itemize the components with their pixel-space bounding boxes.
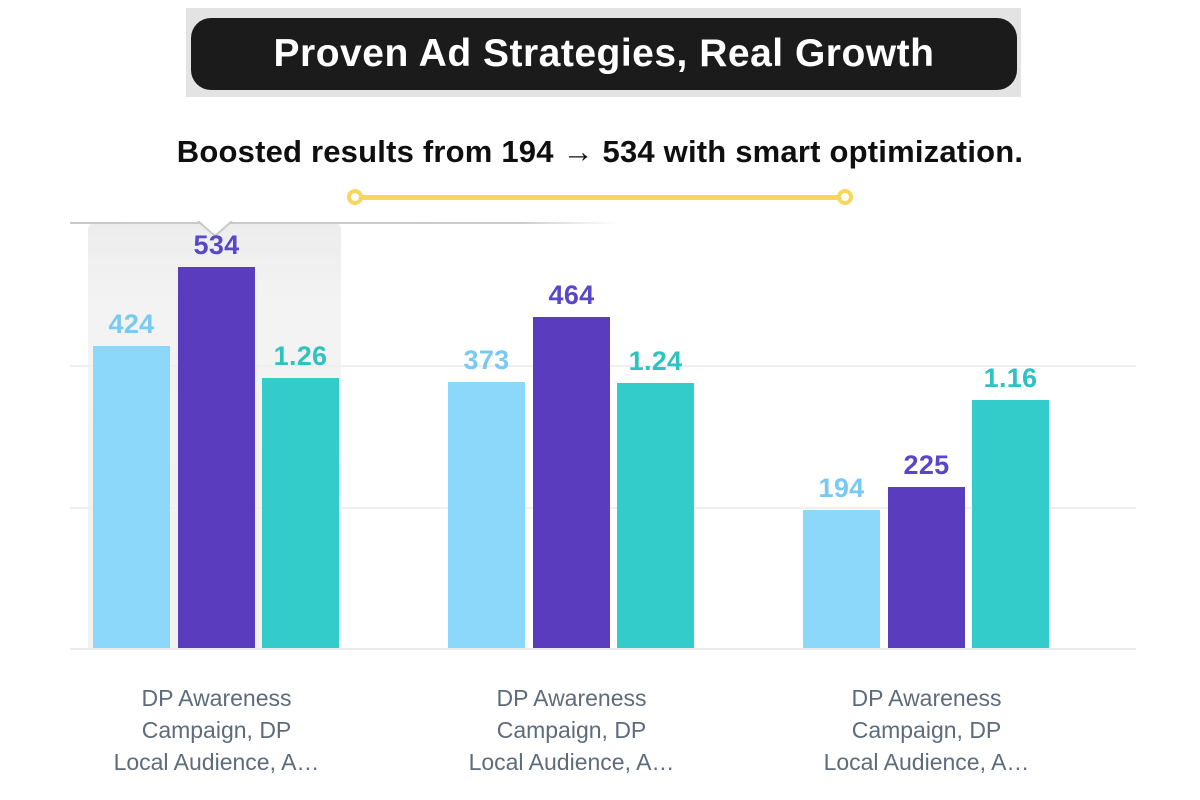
bar-chart: 424 373 194 534 464 225 1.26 1.24 1.16 xyxy=(70,221,1140,650)
subtitle: Boosted results from 194 → 534 with smar… xyxy=(176,134,1024,169)
bar-value-label: 464 xyxy=(548,280,595,310)
x-axis-label-line: Campaign, DP xyxy=(851,717,1002,743)
x-axis-label-line: DP Awareness xyxy=(141,685,292,711)
x-axis-label-line: DP Awareness xyxy=(496,685,647,711)
x-axis-labels: DP Awareness Campaign, DP Local Audience, … xyxy=(0,682,1200,792)
bar-value-label: 1.24 xyxy=(628,346,683,376)
x-axis-label-line: Local Audience, A… xyxy=(113,749,320,775)
bar-value-label: 194 xyxy=(818,473,865,503)
divider-line xyxy=(347,189,853,205)
bar-value-label: 1.26 xyxy=(273,341,328,371)
bar-blue-series-group2[interactable] xyxy=(448,382,525,648)
x-axis-label-line: Campaign, DP xyxy=(141,717,292,743)
x-axis-label-group2: DP Awareness Campaign, DP Local Audience, … xyxy=(412,682,732,778)
bar-blue-series-group3[interactable] xyxy=(803,510,880,648)
x-axis-baseline xyxy=(70,648,1136,650)
banner-strip: Proven Ad Strategies, Real Growth xyxy=(186,8,1021,97)
bar-purple-series-group3[interactable] xyxy=(888,487,965,648)
x-axis-label-line: Campaign, DP xyxy=(496,717,647,743)
bar-value-label: 373 xyxy=(463,345,510,375)
tooltip-caret-icon xyxy=(196,221,233,237)
bar-value-label: 534 xyxy=(193,230,240,260)
bar-teal-series-group3[interactable] xyxy=(972,400,1049,648)
bar-purple-series-group2[interactable] xyxy=(533,317,610,648)
bar-value-label: 1.16 xyxy=(983,363,1038,393)
x-axis-label-line: DP Awareness xyxy=(851,685,1002,711)
x-axis-label-line: Local Audience, A… xyxy=(823,749,1030,775)
divider-endpoint-right-icon xyxy=(837,189,853,205)
divider-endpoint-left-icon xyxy=(347,189,363,205)
x-axis-label-line: Local Audience, A… xyxy=(468,749,675,775)
bar-teal-series-group2[interactable] xyxy=(617,383,694,648)
bar-value-label: 225 xyxy=(903,450,950,480)
x-axis-label-group3: DP Awareness Campaign, DP Local Audience, … xyxy=(767,682,1087,778)
page-title: Proven Ad Strategies, Real Growth xyxy=(273,32,935,75)
bar-value-label: 424 xyxy=(108,309,155,339)
bar-blue-series-group1[interactable] xyxy=(93,346,170,648)
bar-purple-series-group1[interactable] xyxy=(178,267,255,648)
title-banner: Proven Ad Strategies, Real Growth xyxy=(191,18,1017,90)
x-axis-label-group1: DP Awareness Campaign, DP Local Audience, … xyxy=(57,682,377,778)
bar-teal-series-group1[interactable] xyxy=(262,378,339,648)
chart-top-border xyxy=(70,222,618,224)
